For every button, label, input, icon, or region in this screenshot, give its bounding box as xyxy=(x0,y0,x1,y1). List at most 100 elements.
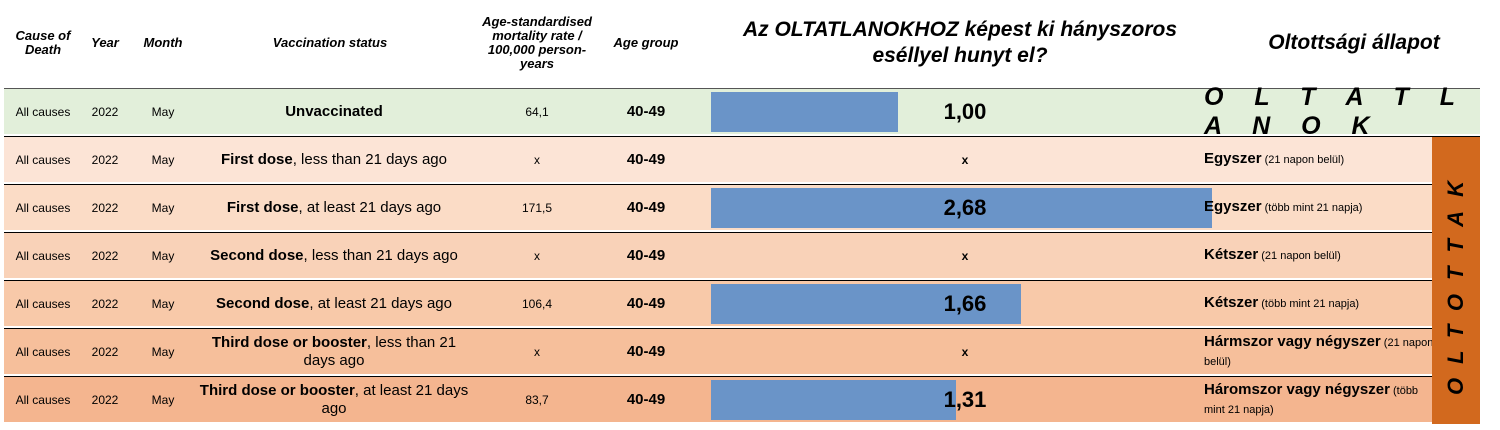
table-row: All causes 2022 May Unvaccinated 64,1 40-49 1,… xyxy=(4,82,1480,140)
ratio-label: 1,66 xyxy=(943,290,987,316)
hu-status-bold: Háromszor vagy négyszer xyxy=(1204,380,1390,398)
hu-status-note: (több mint 21 napja) xyxy=(1204,384,1419,416)
hu-status-bold: Hármszor vagy négyszer xyxy=(1204,332,1381,350)
hu-status-bold: Egyszer xyxy=(1204,198,1262,215)
ratio-label: 2,68 xyxy=(943,194,987,220)
hu-status-cell: Kétszer (több mint 21 napja) xyxy=(1204,281,1436,326)
year-cell: 2022 xyxy=(91,392,119,407)
hu-status-cell: Hármszor vagy négyszer (21 napon belül) xyxy=(1204,329,1436,374)
ratio-bar xyxy=(711,284,1021,324)
header-age-group: Age group xyxy=(613,35,679,50)
cause-cell: All causes xyxy=(15,344,71,359)
month-cell: May xyxy=(151,296,175,311)
age-group-cell: 40-49 xyxy=(626,390,666,408)
mortality-rate-cell: x xyxy=(534,248,540,263)
age-group-cell: 40-49 xyxy=(626,198,666,216)
cause-cell: All causes xyxy=(15,248,71,263)
hu-status-cell: Háromszor vagy négyszer (több mint 21 na… xyxy=(1204,377,1436,422)
vaccination-status-bold: First dose xyxy=(226,198,299,216)
hu-status-text: Kétszer (több mint 21 napja) xyxy=(1204,294,1359,313)
vaccination-status-cell: Unvaccinated xyxy=(198,89,470,134)
month-cell: May xyxy=(151,200,175,215)
cause-cell: All causes xyxy=(15,200,71,215)
table-row: All causes 2022 May Second dose, at least 2… xyxy=(4,280,1480,326)
month-cell: May xyxy=(151,344,175,359)
year-cell: 2022 xyxy=(91,248,119,263)
year-cell: 2022 xyxy=(91,152,119,167)
hu-status-text: Kétszer (21 napon belül) xyxy=(1204,246,1341,265)
vaccination-status-bold: Second dose xyxy=(216,294,310,312)
vaccination-status-cell: First dose, at least 21 days ago xyxy=(198,185,470,230)
vaccination-status-rest: , at least 21 days ago xyxy=(321,381,469,417)
year-cell: 2022 xyxy=(91,104,119,119)
hu-status-note: (21 napon belül) xyxy=(1261,154,1345,166)
vaccination-status-rest: , at least 21 days ago xyxy=(309,294,452,312)
year-cell: 2022 xyxy=(91,200,119,215)
month-cell: May xyxy=(151,104,175,119)
vaccination-status-text: First dose, at least 21 days ago xyxy=(227,199,441,217)
mortality-rate-cell: 83,7 xyxy=(525,392,549,407)
table-row: All causes 2022 May Second dose, less than … xyxy=(4,232,1480,278)
header-cause: Cause of Death xyxy=(15,28,71,57)
vaccinated-group-label: OLTOTTAK xyxy=(1443,166,1468,395)
chart-title: Az OLTATLANOKHOZ képest ki hányszoros es… xyxy=(742,18,1178,67)
age-group-cell: 40-49 xyxy=(626,246,666,264)
hu-status-text: Egyszer (21 napon belül) xyxy=(1204,150,1344,169)
year-cell: 2022 xyxy=(91,296,119,311)
hu-status-bold: Kétszer xyxy=(1204,294,1259,311)
month-cell: May xyxy=(151,248,175,263)
vaccination-status-bold: Second dose xyxy=(210,246,304,264)
vaccination-status-bold: Unvaccinated xyxy=(285,102,383,120)
vaccination-status-text: First dose, less than 21 days ago xyxy=(221,151,447,169)
vaccination-status-bold: Third dose or booster xyxy=(211,333,367,351)
table-row: All causes 2022 May First dose, at least 21… xyxy=(4,184,1480,230)
vaccination-status-cell: Third dose or booster, less than 21 days… xyxy=(198,329,470,374)
unvaccinated-group-label: O L T A T L A N O K xyxy=(1204,82,1467,140)
hu-status-cell: Egyszer (21 napon belül) xyxy=(1204,137,1436,182)
ratio-bar xyxy=(711,380,956,420)
header-year: Year xyxy=(91,35,119,50)
mortality-rate-cell: x xyxy=(534,152,540,167)
ratio-bar xyxy=(711,188,1212,228)
ratio-label: x xyxy=(961,248,969,263)
hu-status-note: (21 napon belül) xyxy=(1204,336,1434,368)
hu-status-bold: Egyszer xyxy=(1204,150,1262,167)
mortality-rate-cell: x xyxy=(534,344,540,359)
mortality-rate-cell: 171,5 xyxy=(521,200,553,215)
table-row: All causes 2022 May Third dose or booster, … xyxy=(4,328,1480,374)
hu-status-note: (több mint 21 napja) xyxy=(1258,298,1360,310)
hu-status-text: Hármszor vagy négyszer (21 napon belül) xyxy=(1204,333,1436,371)
ratio-label: 1,31 xyxy=(943,386,987,412)
hu-status-note: (több mint 21 napja) xyxy=(1261,202,1363,214)
vaccination-status-text: Third dose or booster, less than 21 days… xyxy=(198,334,470,370)
vaccination-status-rest: , less than 21 days ago xyxy=(292,150,447,168)
hu-status-bold: Kétszer xyxy=(1204,246,1259,263)
ratio-bar xyxy=(711,92,898,132)
hu-status-text: Háromszor vagy négyszer (több mint 21 na… xyxy=(1204,381,1436,419)
vaccination-status-cell: Second dose, at least 21 days ago xyxy=(198,281,470,326)
vaccination-status-text: Second dose, less than 21 days ago xyxy=(210,247,458,265)
vaccination-status-cell: Second dose, less than 21 days ago xyxy=(198,233,470,278)
month-cell: May xyxy=(151,152,175,167)
mortality-rate-cell: 106,4 xyxy=(521,296,553,311)
cause-cell: All causes xyxy=(15,392,71,407)
ratio-label: x xyxy=(961,344,969,359)
table-row: All causes 2022 May First dose, less than 2… xyxy=(4,136,1480,182)
age-group-cell: 40-49 xyxy=(626,102,666,120)
hu-status-note: (21 napon belül) xyxy=(1258,250,1341,262)
ratio-label: 1,00 xyxy=(943,98,987,124)
age-group-cell: 40-49 xyxy=(626,150,666,168)
vaccination-status-cell: First dose, less than 21 days ago xyxy=(198,137,470,182)
vaccination-status-rest: , at least 21 days ago xyxy=(298,198,442,216)
vaccinated-group-band: OLTOTTAK xyxy=(1432,137,1480,424)
age-group-cell: 40-49 xyxy=(626,342,666,360)
table-row: All causes 2022 May Third dose or booster, … xyxy=(4,376,1480,422)
vaccination-status-text: Second dose, at least 21 days ago xyxy=(216,295,452,313)
vaccination-status-rest: , less than 21 days ago xyxy=(303,333,457,369)
vaccination-status-rest: , less than 21 days ago xyxy=(303,246,458,264)
vaccination-status-bold: First dose xyxy=(221,150,293,168)
vaccination-status-text: Unvaccinated xyxy=(285,103,383,121)
cause-cell: All causes xyxy=(15,152,71,167)
vaccination-status-cell: Third dose or booster, at least 21 days … xyxy=(198,377,470,422)
